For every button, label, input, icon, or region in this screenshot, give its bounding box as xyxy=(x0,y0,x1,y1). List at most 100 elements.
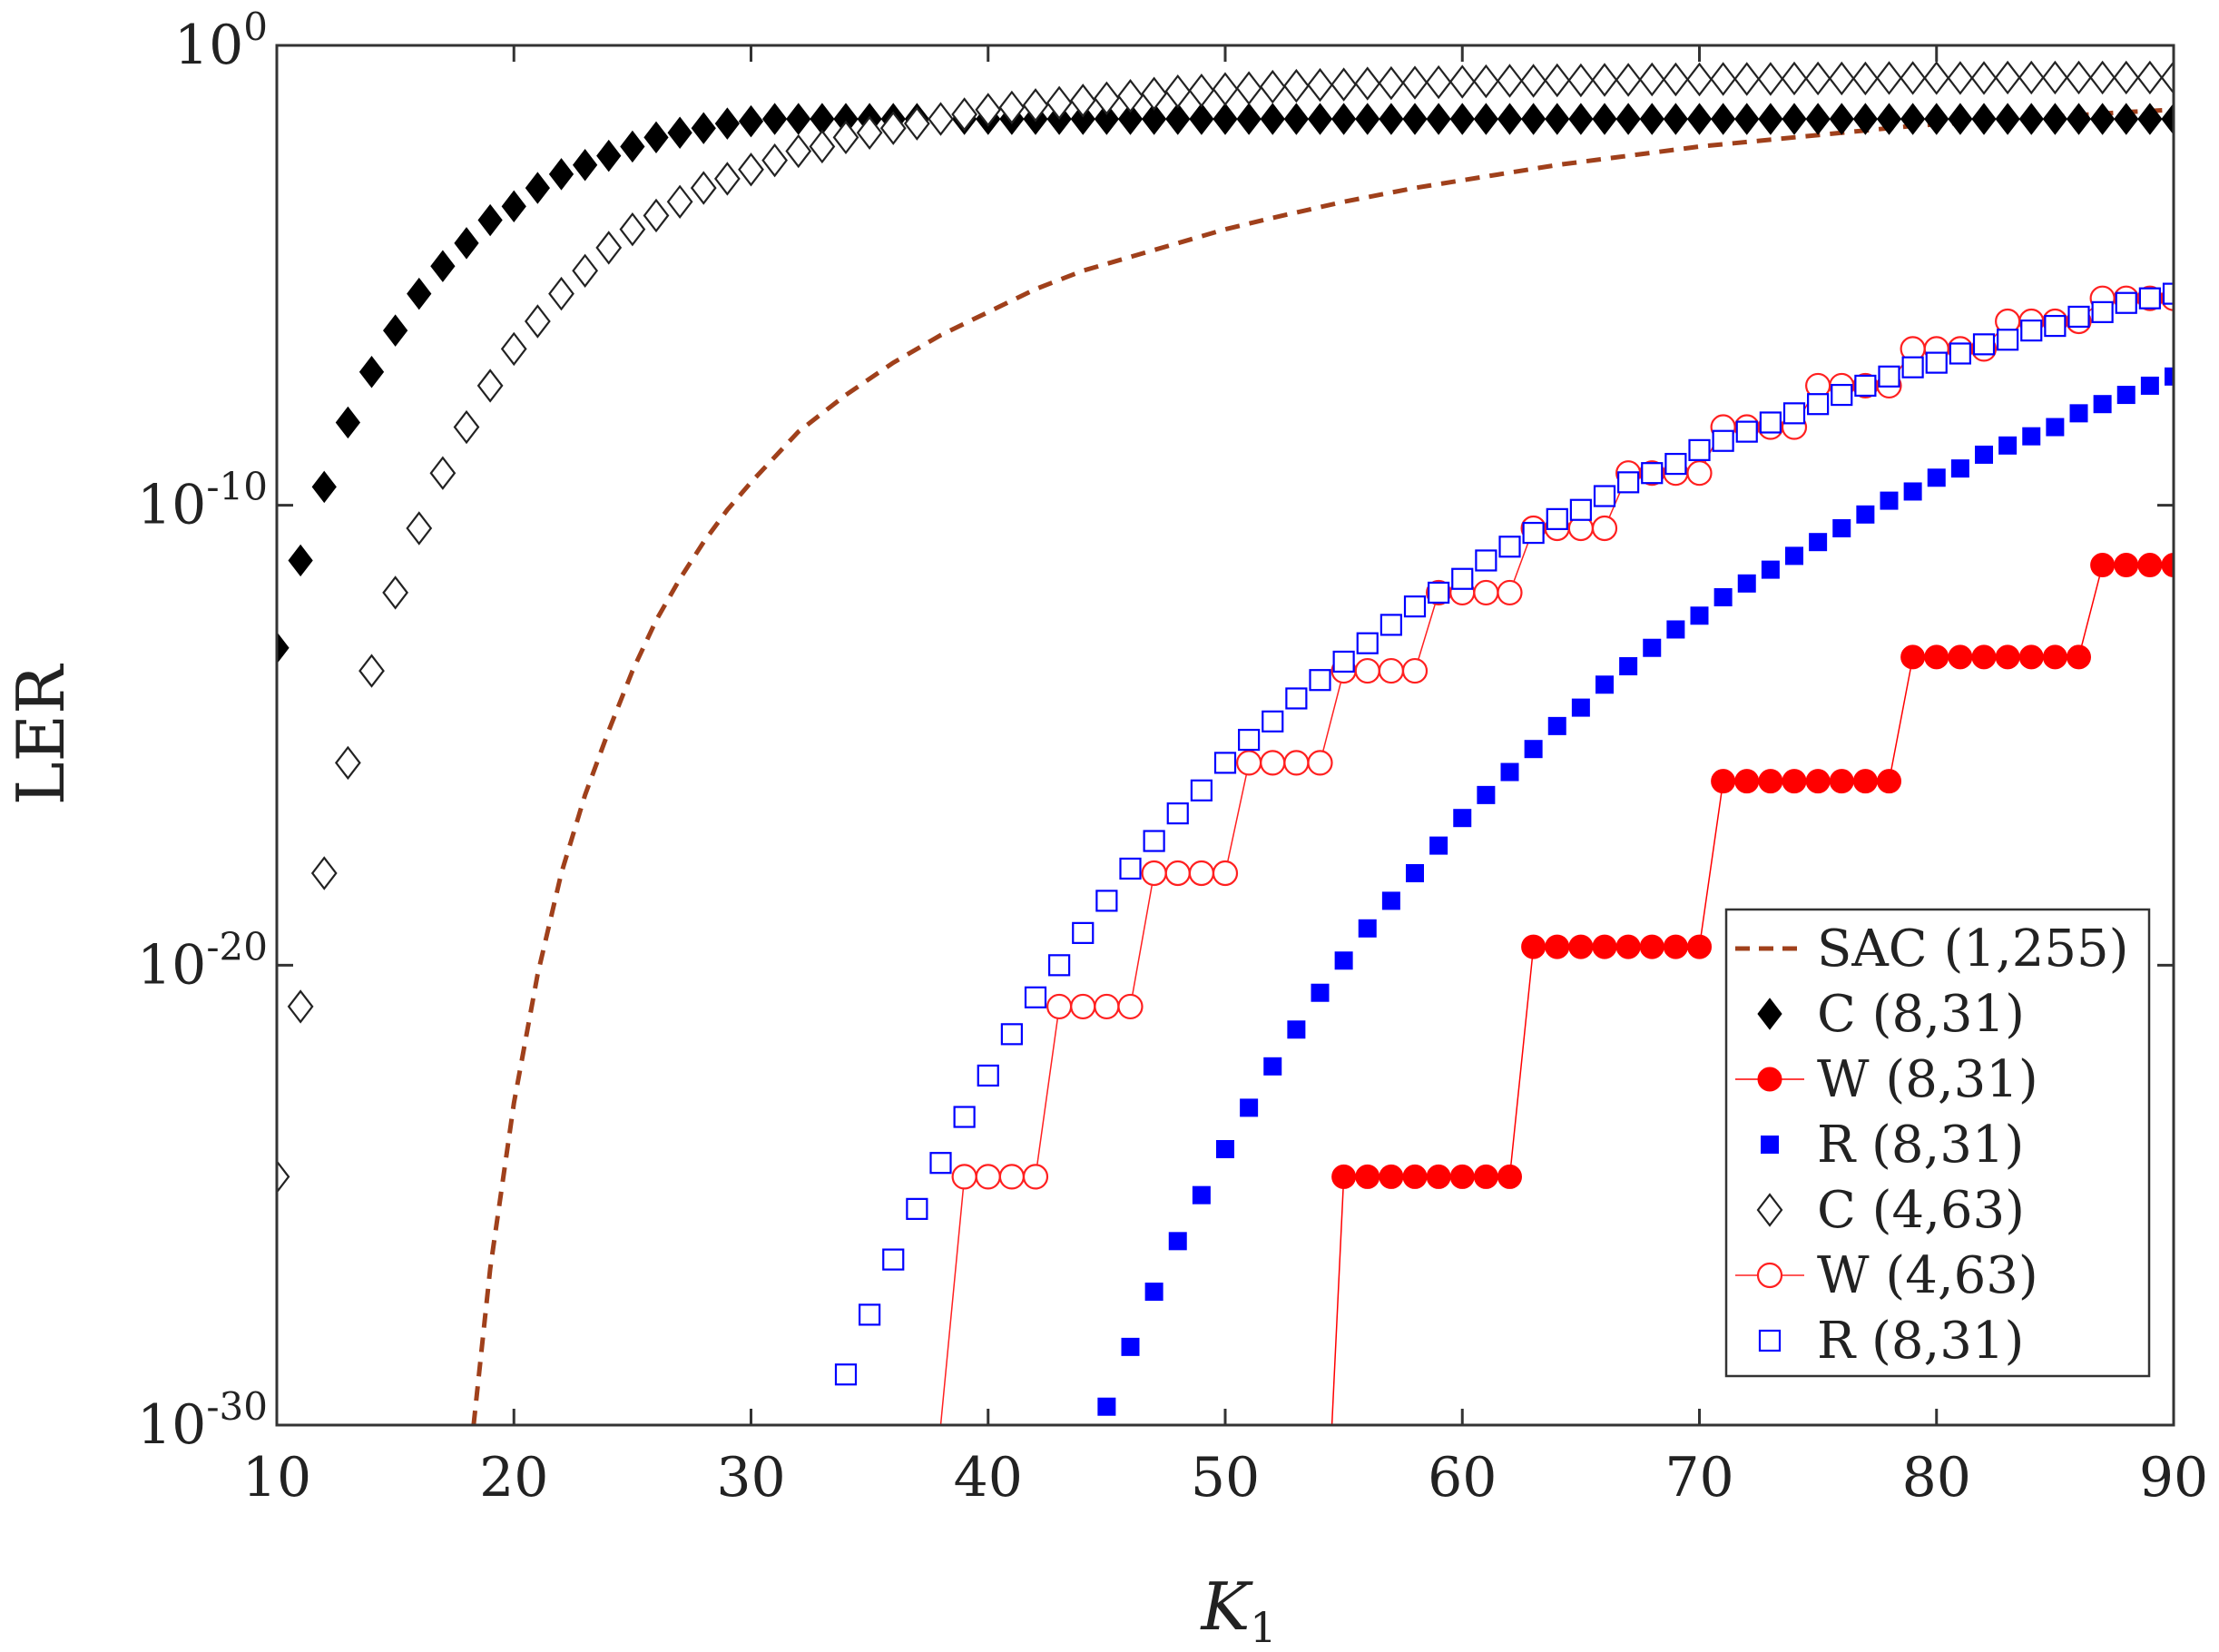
data-point xyxy=(1713,588,1733,606)
data-point xyxy=(277,1159,290,1195)
data-point xyxy=(1402,103,1428,135)
data-point xyxy=(1688,438,1711,461)
data-point xyxy=(667,116,692,149)
data-point xyxy=(572,253,599,288)
data-point xyxy=(619,211,646,247)
x-tick-label: 70 xyxy=(1664,1446,1733,1509)
data-point xyxy=(1876,103,1902,135)
data-point xyxy=(1639,103,1664,135)
legend-box xyxy=(1724,908,2151,1378)
data-point xyxy=(311,470,337,504)
data-point xyxy=(738,104,764,138)
legend-label: R (8,31) xyxy=(1817,1116,2024,1175)
legend-label: W (4,63) xyxy=(1817,1246,2038,1305)
data-point xyxy=(1263,1057,1282,1076)
data-point xyxy=(1805,769,1831,794)
data-point xyxy=(1472,64,1499,99)
data-point xyxy=(1567,63,1595,98)
data-point xyxy=(524,304,551,339)
data-point xyxy=(1189,103,1214,135)
data-point xyxy=(1046,993,1073,1020)
y-tick-exponent: -20 xyxy=(206,924,268,969)
data-point xyxy=(1449,1164,1475,1189)
data-point xyxy=(1520,103,1546,135)
legend: SAC (1,255) C (8,31) W (8,31) R (8,31) C (4,… xyxy=(1724,908,2151,1378)
data-point xyxy=(1165,103,1191,135)
data-point xyxy=(2091,300,2114,323)
data-point xyxy=(1330,67,1358,102)
x-tick-label: 90 xyxy=(2139,1446,2208,1509)
data-point xyxy=(1473,103,1499,135)
data-point xyxy=(1710,62,1737,96)
data-point xyxy=(998,1164,1025,1190)
data-point xyxy=(1402,1164,1428,1189)
data-point xyxy=(2090,553,2116,578)
data-point xyxy=(1592,103,1617,135)
data-point xyxy=(287,989,314,1024)
data-point xyxy=(1473,1164,1498,1189)
data-point xyxy=(1924,644,1949,670)
data-point xyxy=(1947,61,1974,95)
data-point xyxy=(1497,579,1523,606)
data-point xyxy=(2046,418,2065,437)
legend-label: C (8,31) xyxy=(1817,985,2025,1044)
y-tick-base: 10 xyxy=(137,1393,206,1457)
data-point xyxy=(1995,103,2020,135)
data-point xyxy=(2018,103,2044,135)
data-point xyxy=(1332,650,1355,674)
series-6 xyxy=(834,282,2174,1386)
data-point xyxy=(1334,951,1353,970)
data-point xyxy=(859,1303,881,1326)
data-point xyxy=(1568,103,1594,135)
data-point xyxy=(548,276,574,311)
data-point xyxy=(998,90,1026,125)
data-point xyxy=(500,331,527,367)
data-point xyxy=(1046,85,1073,121)
data-point xyxy=(1477,785,1496,804)
data-point xyxy=(476,369,504,403)
data-point xyxy=(1117,79,1144,113)
data-point xyxy=(1544,63,1571,98)
y-tick-label: 10-30 xyxy=(137,1384,268,1457)
series-3 xyxy=(1097,367,2174,1416)
data-point xyxy=(1117,993,1144,1020)
data-point xyxy=(1143,830,1165,852)
data-point xyxy=(738,152,764,187)
data-point xyxy=(335,406,361,439)
data-point xyxy=(2044,314,2067,338)
data-point xyxy=(1473,579,1499,606)
data-point xyxy=(1356,632,1379,654)
data-point xyxy=(1072,921,1095,944)
data-point xyxy=(1829,103,1854,135)
data-point xyxy=(1238,728,1261,752)
data-point xyxy=(1497,103,1523,135)
data-point xyxy=(2114,103,2139,135)
data-point xyxy=(1401,65,1429,100)
data-point xyxy=(1997,329,2019,351)
data-point xyxy=(1571,698,1590,717)
data-point xyxy=(832,120,859,155)
x-tick-label: 10 xyxy=(242,1446,311,1509)
data-point xyxy=(525,172,551,204)
data-point xyxy=(1095,890,1118,912)
data-point xyxy=(1638,62,1665,97)
data-point xyxy=(1119,857,1142,880)
data-point xyxy=(1592,934,1617,959)
data-point xyxy=(1094,103,1120,135)
data-point xyxy=(430,250,456,282)
y-tick-exponent: -30 xyxy=(206,1384,268,1429)
data-point xyxy=(1497,1164,1522,1189)
data-point xyxy=(690,171,717,205)
data-point xyxy=(761,143,789,178)
data-point xyxy=(903,106,930,141)
y-tick-exponent: 0 xyxy=(243,5,268,49)
data-point xyxy=(2116,386,2136,405)
data-point xyxy=(1520,64,1547,98)
data-point xyxy=(1591,515,1618,542)
data-point xyxy=(928,102,954,136)
data-point xyxy=(1022,1164,1049,1190)
data-point xyxy=(1995,644,2020,670)
data-point xyxy=(1354,66,1381,101)
data-point xyxy=(975,93,1002,127)
series-2 xyxy=(1330,553,2174,1425)
